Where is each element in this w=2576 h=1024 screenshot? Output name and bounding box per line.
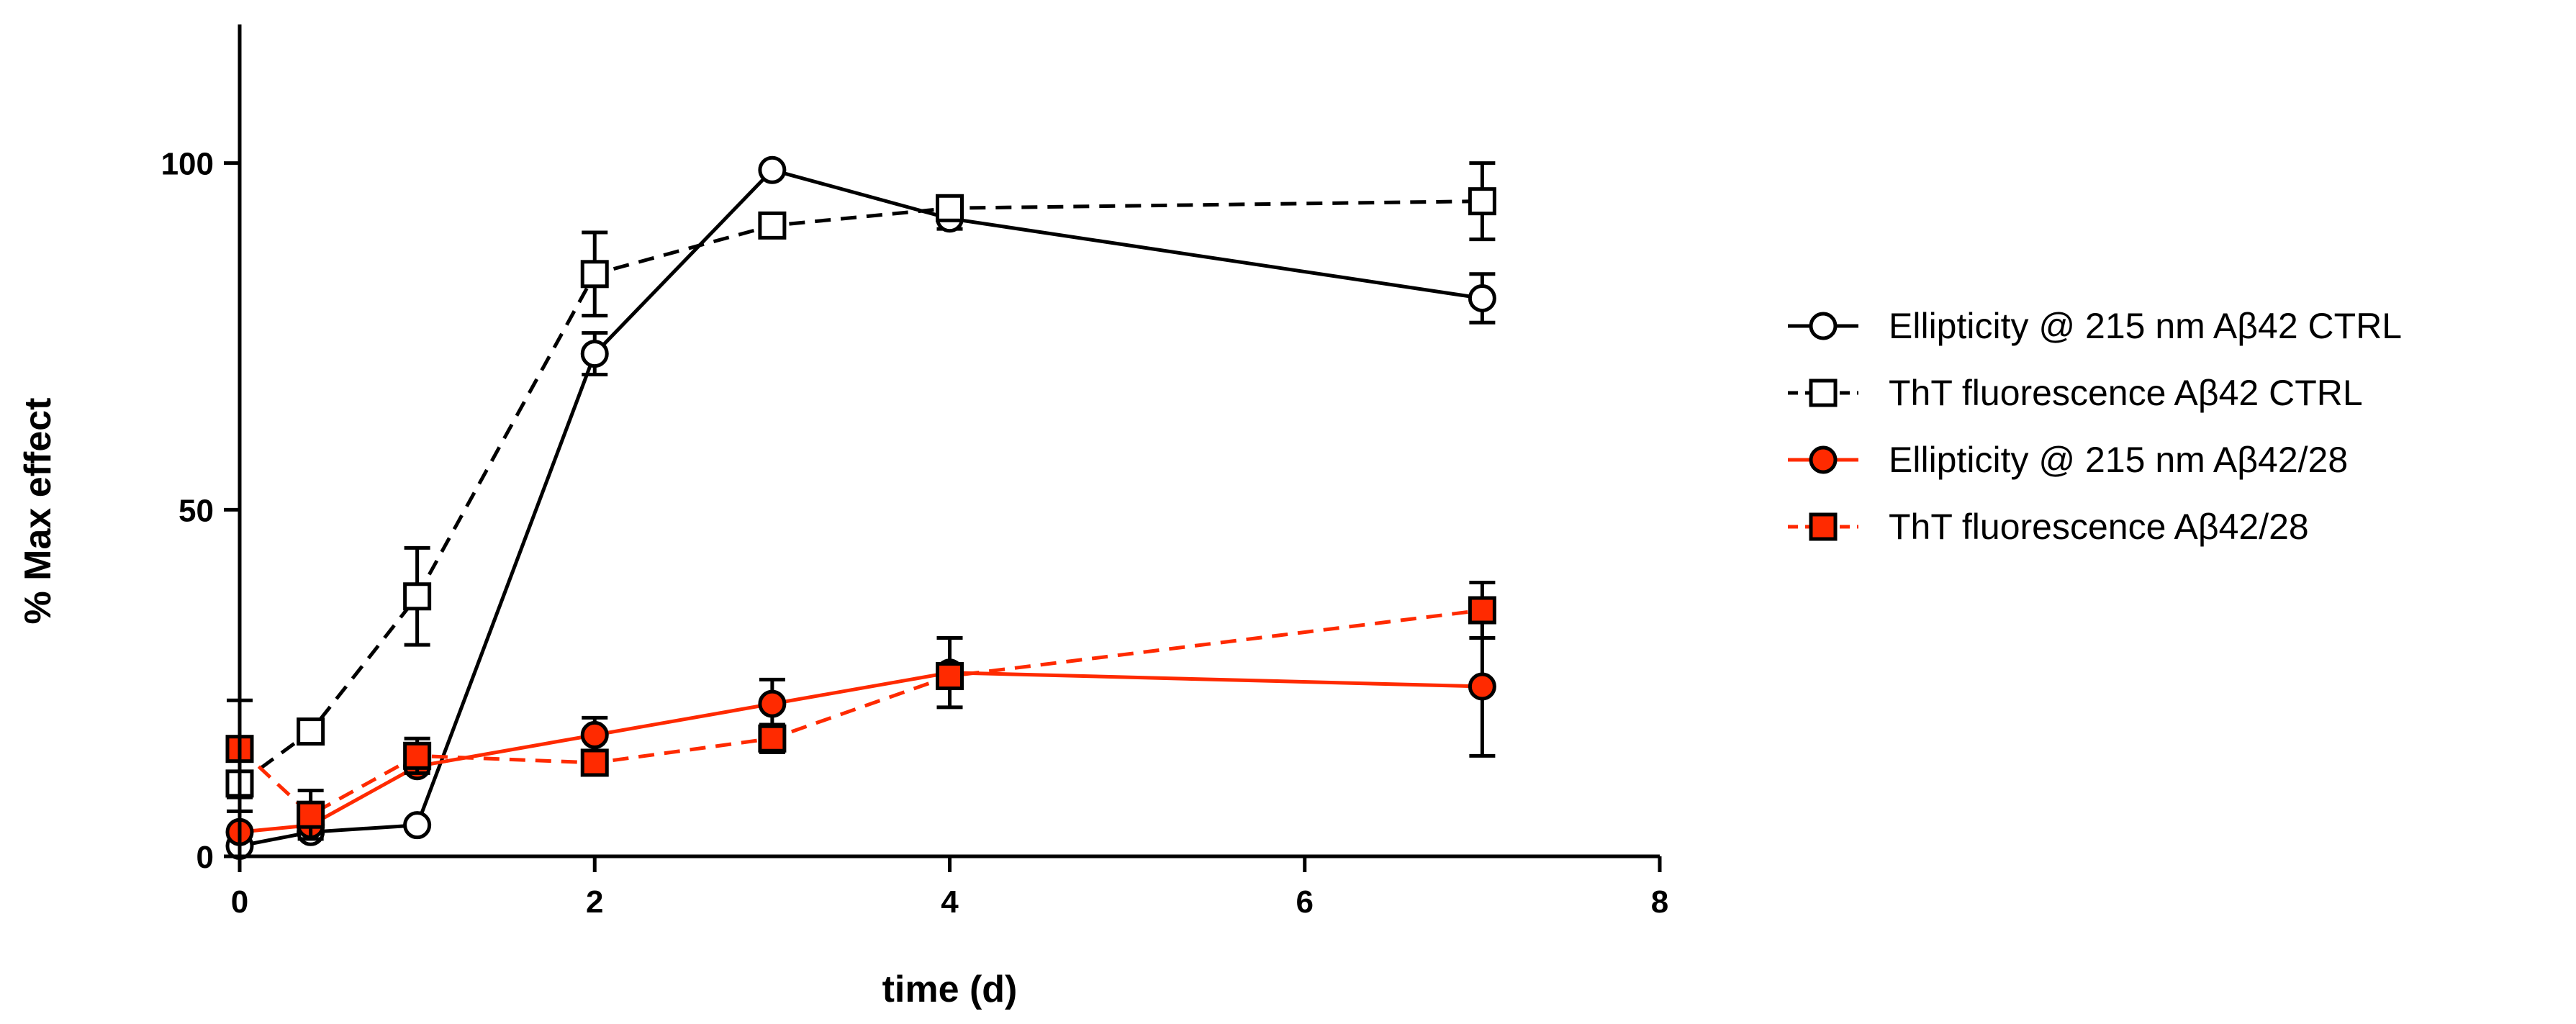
data-point [1468, 187, 1496, 216]
legend-marker [1809, 312, 1838, 340]
plot-area [225, 155, 1496, 861]
legend-symbol-ellipticity-ctrl [1788, 312, 1858, 340]
legend-marker [1809, 445, 1838, 474]
legend-entry: ThT fluorescence Aβ42/28 [1788, 507, 2309, 547]
data-point [758, 724, 787, 753]
data-point [403, 741, 432, 770]
legend-label-tht-4228: ThT fluorescence Aβ42/28 [1889, 507, 2309, 547]
data-point [403, 582, 432, 611]
x-tick-label: 0 [231, 884, 248, 920]
data-point [1468, 284, 1496, 313]
legend-symbol-ellipticity-4228 [1788, 445, 1858, 474]
data-point [580, 720, 609, 749]
data-point [580, 748, 609, 777]
data-point [580, 260, 609, 289]
y-axis-ticks: 0 50 100 [161, 147, 240, 875]
series-2 [225, 615, 1496, 846]
legend-label-ellipticity-4228: Ellipticity @ 215 nm Aβ42/28 [1889, 440, 2348, 480]
y-tick-label: 0 [196, 840, 214, 875]
legend-marker [1809, 379, 1838, 407]
data-point [936, 662, 964, 691]
legend-symbol-tht-ctrl [1788, 379, 1858, 407]
x-axis-ticks: 0 2 4 6 8 [231, 856, 1668, 920]
data-point [297, 717, 325, 746]
data-point [297, 800, 325, 829]
legend-entry: ThT fluorescence Aβ42 CTRL [1788, 373, 2363, 413]
y-tick-label: 100 [161, 147, 214, 182]
series-line [238, 199, 1483, 785]
legend-label-ellipticity-ctrl: Ellipticity @ 215 nm Aβ42 CTRL [1889, 306, 2402, 346]
legend-marker [1809, 512, 1838, 541]
data-point [758, 155, 787, 184]
data-point [936, 194, 964, 222]
series-1 [225, 161, 1496, 813]
x-tick-label: 8 [1651, 884, 1668, 920]
y-tick-label: 50 [178, 493, 214, 528]
x-axis-title: time (d) [882, 969, 1018, 1010]
x-tick-label: 2 [586, 884, 603, 920]
legend-label-tht-ctrl: ThT fluorescence Aβ42 CTRL [1889, 373, 2363, 413]
legend-entry: Ellipticity @ 215 nm Aβ42/28 [1788, 440, 2348, 480]
legend: Ellipticity @ 215 nm Aβ42 CTRL ThT fluor… [1788, 306, 2402, 547]
data-point [1468, 596, 1496, 625]
series-line [238, 608, 1483, 817]
legend-symbol-tht-4228 [1788, 512, 1858, 541]
series-3 [225, 580, 1496, 841]
data-point [580, 340, 609, 368]
x-tick-label: 6 [1296, 884, 1314, 920]
axes: 0 2 4 6 8 0 50 100 time (d) % Max effect [17, 24, 1668, 1010]
legend-entry: Ellipticity @ 215 nm Aβ42 CTRL [1788, 306, 2402, 346]
x-tick-label: 4 [941, 884, 959, 920]
data-point [403, 811, 432, 840]
data-point [1468, 672, 1496, 701]
data-point [758, 689, 787, 718]
y-axis-title: % Max effect [17, 398, 59, 625]
data-point [758, 211, 787, 240]
